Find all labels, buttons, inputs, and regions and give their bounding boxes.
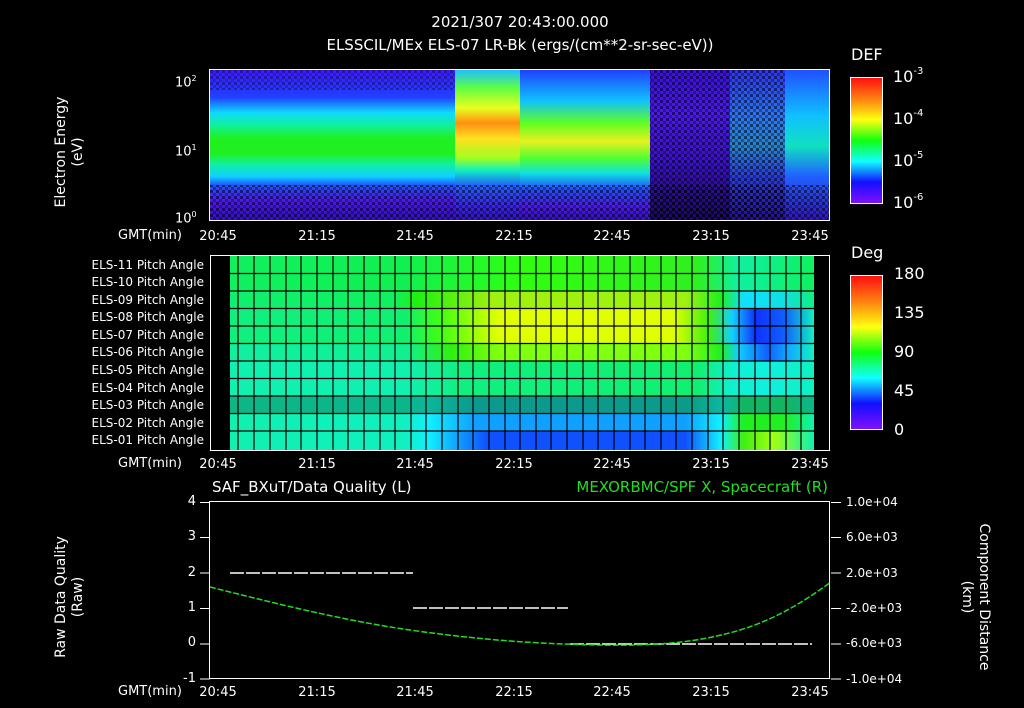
- panel1-ylabel-text: Electron Energy: [53, 96, 69, 208]
- panel3-left-ytick: 4: [187, 494, 196, 509]
- def-colorbar-label: 10-3: [893, 65, 924, 86]
- panel3-left-ytick: 2: [187, 565, 196, 580]
- panel3-xtick: 23:15: [692, 685, 730, 700]
- panel3-right-ytick: 2.0e+03: [846, 566, 898, 580]
- panel3-left-ylabel: Raw Data Quality (Raw): [53, 522, 87, 672]
- panel3-left-yunit-text: (Raw): [70, 576, 86, 618]
- panel2-xtick: 22:15: [495, 457, 533, 472]
- panel3-xtick: 22:15: [495, 685, 533, 700]
- panel1-xtick: 22:45: [593, 229, 631, 244]
- data-quality-series: [230, 572, 812, 645]
- deg-colorbar: [850, 275, 883, 430]
- panel1-xtick: 22:15: [495, 229, 533, 244]
- panel3-left-title: SAF_BXuT/Data Quality (L): [212, 478, 412, 496]
- panel2-xtick: 23:15: [692, 457, 730, 472]
- pitch-angle-image: [211, 256, 829, 450]
- panel3-right-ylabel: Component Distance (km): [958, 522, 992, 672]
- deg-colorbar-label: 0: [894, 420, 905, 439]
- deg-colorbar-label: 135: [894, 303, 925, 322]
- panel3-xlabel: GMT(min): [118, 684, 182, 699]
- panel3-right-ylabel-text: Component Distance: [976, 523, 992, 671]
- line-plot-series: [200, 502, 841, 680]
- panel3-xtick: 22:45: [593, 685, 631, 700]
- panel1-ytick-10: 101: [175, 143, 197, 160]
- panel1-xtick: 20:45: [199, 229, 237, 244]
- pitch-row-label: ELS-11 Pitch Angle: [91, 258, 204, 272]
- panel2-xtick: 20:45: [199, 457, 237, 472]
- pitch-row-label: ELS-09 Pitch Angle: [91, 293, 204, 307]
- panel3-right-yunit-text: (km): [959, 580, 975, 614]
- panel3-left-ylabel-text: Raw Data Quality: [53, 536, 69, 658]
- pitch-row-label: ELS-08 Pitch Angle: [91, 310, 204, 324]
- def-colorbar-title: DEF: [851, 45, 883, 64]
- panel2-xtick: 23:45: [791, 457, 829, 472]
- pitch-row-label: ELS-07 Pitch Angle: [91, 328, 204, 342]
- def-colorbar-label: 10-5: [893, 149, 924, 170]
- panel1-ylabel: Electron Energy (eV): [53, 72, 87, 232]
- panel2-xlabel: GMT(min): [118, 456, 182, 471]
- deg-colorbar-label: 90: [894, 342, 915, 361]
- panel3-xtick: 23:45: [791, 685, 829, 700]
- panel3-right-title: MEXORBMC/SPF X, Spacecraft (R): [576, 478, 828, 496]
- panel3-right-ytick: -2.0e+03: [846, 601, 903, 615]
- panel2-xtick: 21:15: [298, 457, 336, 472]
- plot-subtitle: ELSSCIL/MEx ELS-07 LR-Bk (ergs/(cm**2-sr…: [326, 36, 714, 54]
- panel3-left-ytick: 0: [187, 635, 196, 650]
- pitch-row-label: ELS-01 Pitch Angle: [91, 433, 204, 447]
- pitch-row-label: ELS-02 Pitch Angle: [91, 416, 204, 430]
- pitch-angle-plot[interactable]: [210, 255, 830, 451]
- def-colorbar: [850, 77, 883, 204]
- panel3-right-ytick: 1.0e+04: [846, 495, 898, 509]
- pitch-row-label: ELS-10 Pitch Angle: [91, 275, 204, 289]
- panel1-xtick: 21:15: [298, 229, 336, 244]
- panel3-left-ytick: -1: [183, 671, 196, 686]
- panel3-right-ytick: -6.0e+03: [846, 636, 903, 650]
- spectrogram-plot[interactable]: [209, 69, 830, 221]
- pitch-row-label: ELS-04 Pitch Angle: [91, 381, 204, 395]
- line-plot[interactable]: [200, 501, 841, 680]
- pitch-row-label: ELS-03 Pitch Angle: [91, 398, 204, 412]
- spectrogram-image: [210, 70, 829, 220]
- deg-colorbar-label: 45: [894, 381, 915, 400]
- def-colorbar-label: 10-4: [893, 107, 924, 128]
- deg-colorbar-label: 180: [894, 264, 925, 283]
- panel3-left-ytick: 1: [187, 600, 196, 615]
- plot-timestamp: 2021/307 20:43:00.000: [431, 13, 609, 31]
- panel3-right-ytick: -1.0e+04: [846, 672, 903, 686]
- panel3-xtick: 21:15: [298, 685, 336, 700]
- panel1-yunit-text: (eV): [70, 137, 86, 167]
- panel1-xtick: 23:15: [692, 229, 730, 244]
- panel2-xtick: 21:45: [396, 457, 434, 472]
- panel3-xtick: 20:45: [199, 685, 237, 700]
- panel1-xtick: 21:45: [396, 229, 434, 244]
- panel3-xtick: 21:45: [396, 685, 434, 700]
- panel1-xtick: 23:45: [791, 229, 829, 244]
- panel2-xtick: 22:45: [593, 457, 631, 472]
- panel1-xlabel: GMT(min): [118, 228, 182, 243]
- def-colorbar-label: 10-6: [893, 191, 924, 212]
- spacecraft-x-series: [209, 581, 832, 646]
- pitch-row-label: ELS-05 Pitch Angle: [91, 363, 204, 377]
- deg-colorbar-title: Deg: [851, 243, 884, 262]
- pitch-row-label: ELS-06 Pitch Angle: [91, 345, 204, 359]
- panel3-left-ytick: 3: [187, 529, 196, 544]
- panel3-right-ytick: 6.0e+03: [846, 530, 898, 544]
- panel1-ytick-100: 102: [175, 74, 197, 91]
- panel1-ytick-1: 100: [175, 210, 197, 227]
